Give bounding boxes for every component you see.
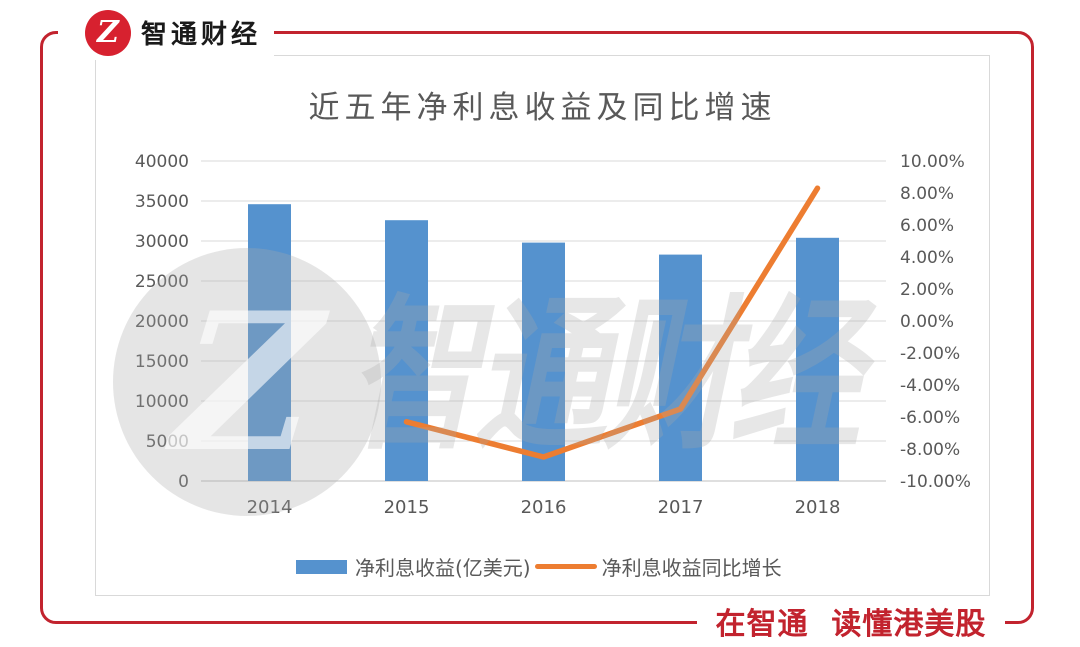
- y-axis-left-tick: 5000: [146, 432, 189, 452]
- brand-name: 智通财经: [141, 20, 262, 50]
- chart-legend: 净利息收益(亿美元) 净利息收益同比增长: [296, 552, 782, 581]
- y-axis-right-tick: -10.00%: [900, 472, 971, 492]
- chart-panel: 40000 35000 30000 25000 20000 15000 10000 5000 0…: [95, 55, 990, 596]
- y-axis-left-tick: 20000: [135, 312, 189, 332]
- y-axis-right-tick: -2.00%: [900, 344, 960, 364]
- chart-title: 近五年净利息收益及同比增速: [308, 90, 777, 126]
- bar-2018: [796, 237, 839, 481]
- legend-bar-label: 净利息收益(亿美元): [355, 556, 531, 580]
- y-axis-left-tick: 0: [178, 472, 189, 492]
- y-axis-right-tick: 8.00%: [900, 184, 954, 204]
- x-axis-label-2016: 2016: [521, 497, 567, 518]
- x-axis-label-2015: 2015: [384, 497, 430, 518]
- y-axis-right-tick: -4.00%: [900, 376, 960, 396]
- y-axis-left-tick: 35000: [135, 192, 189, 212]
- y-axis-left-tick: 25000: [135, 272, 189, 292]
- bar-2016: [522, 242, 565, 481]
- bar-2017: [659, 254, 702, 481]
- y-axis-left-tick: 10000: [135, 392, 189, 412]
- y-axis-left-tick: 15000: [135, 352, 189, 372]
- brand-logo-icon: Z: [85, 9, 131, 56]
- y-axis-right-tick: -8.00%: [900, 440, 960, 460]
- brand-logo-letter: Z: [97, 15, 119, 50]
- y-axis-left-tick: 40000: [135, 152, 189, 172]
- y-axis-right-tick: -6.00%: [900, 408, 960, 428]
- brand-slogan: 在智通 读懂港美股: [697, 600, 1005, 642]
- chart-plot: 40000 35000 30000 25000 20000 15000 10000 5000 0…: [135, 152, 971, 518]
- legend-line-swatch: [534, 564, 597, 569]
- y-axis-right-tick: 4.00%: [900, 248, 954, 268]
- legend-bar-swatch: [296, 559, 347, 574]
- y-axis-left-tick: 30000: [135, 232, 189, 252]
- y-axis-right-tick: 2.00%: [900, 280, 954, 300]
- brand-frame: [40, 31, 1034, 624]
- bar-2015: [385, 220, 428, 481]
- x-axis-label-2014: 2014: [247, 497, 293, 518]
- y-axis-right-tick: 0.00%: [900, 312, 954, 332]
- y-axis-right-tick: 10.00%: [900, 152, 965, 172]
- x-axis-label-2018: 2018: [795, 497, 841, 518]
- y-axis-right-tick: 6.00%: [900, 216, 954, 236]
- x-axis-label-2017: 2017: [658, 497, 704, 518]
- legend-line-label: 净利息收益同比增长: [601, 556, 782, 580]
- growth-line: [403, 185, 821, 460]
- bar-2014: [248, 204, 291, 481]
- brand-header: Z 智通财经: [58, 5, 274, 60]
